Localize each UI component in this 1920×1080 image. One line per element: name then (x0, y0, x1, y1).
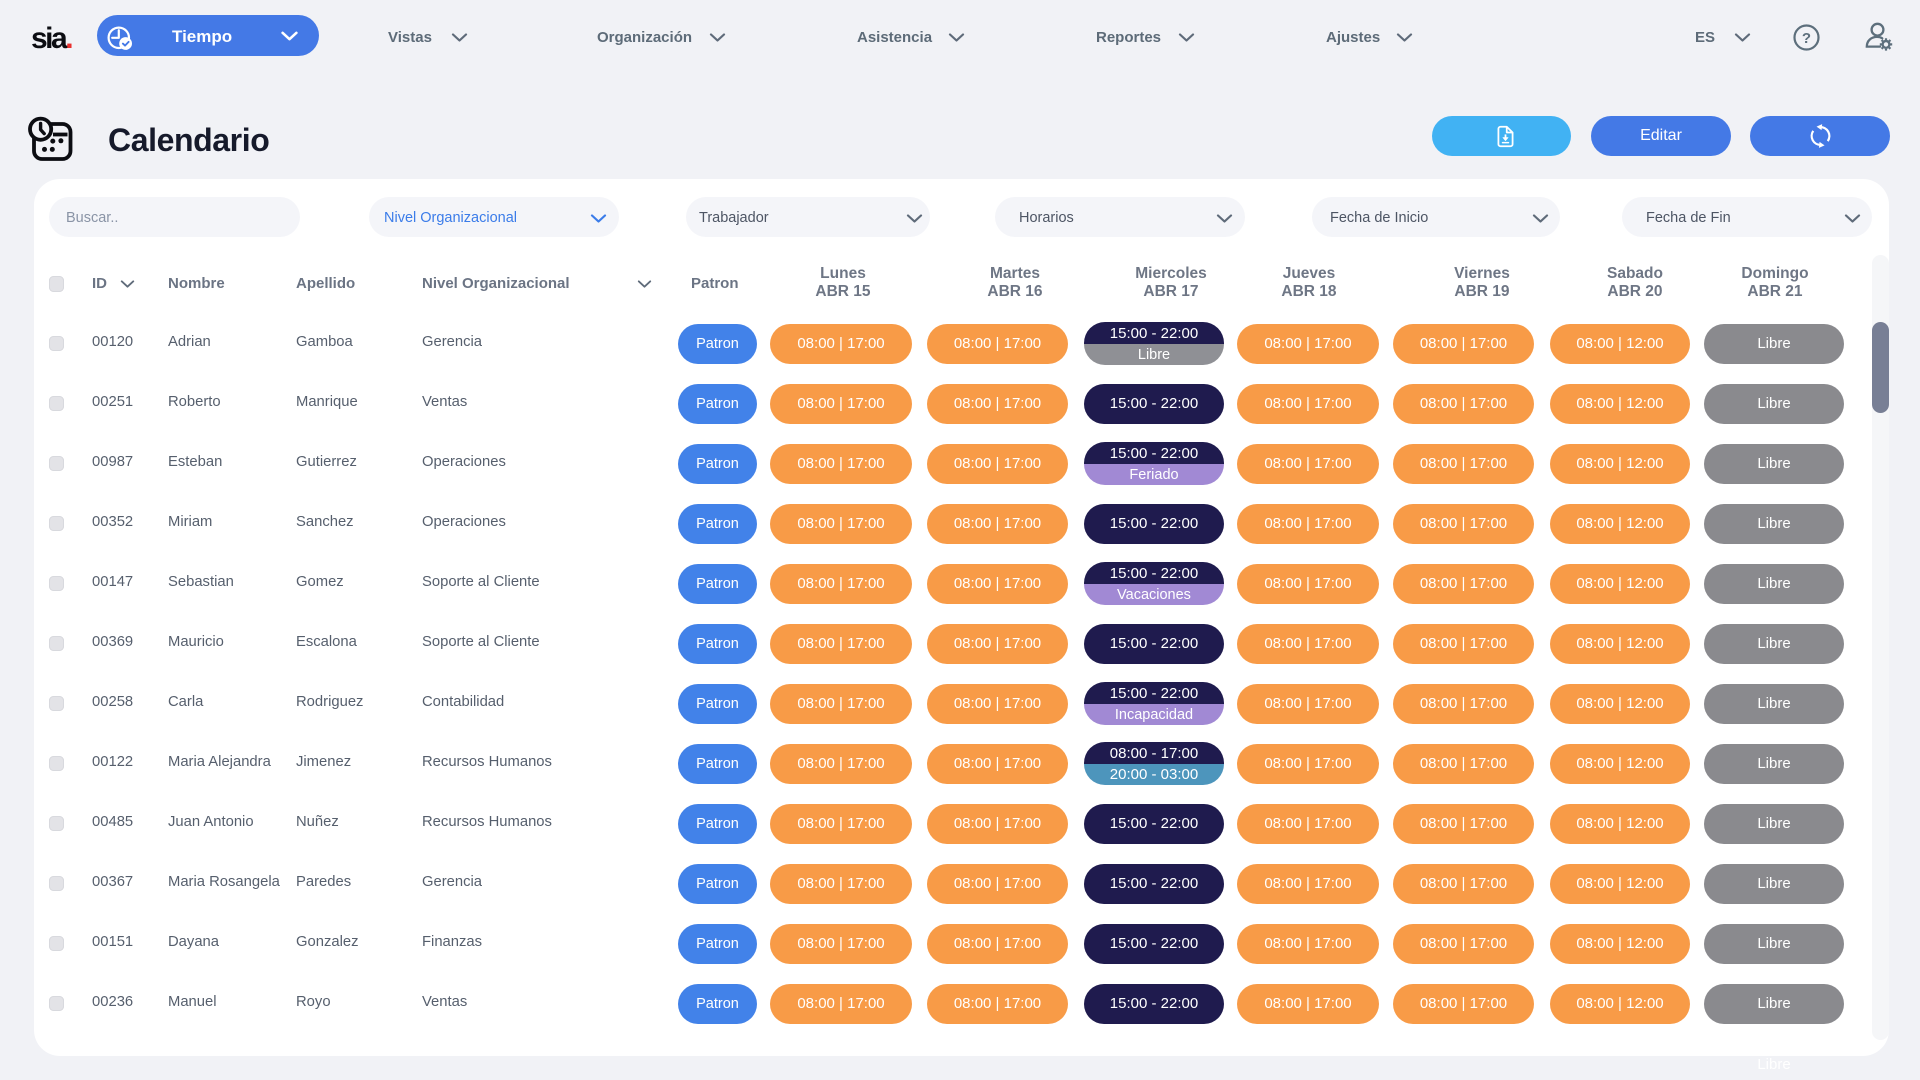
svg-text:?: ? (1802, 30, 1811, 47)
